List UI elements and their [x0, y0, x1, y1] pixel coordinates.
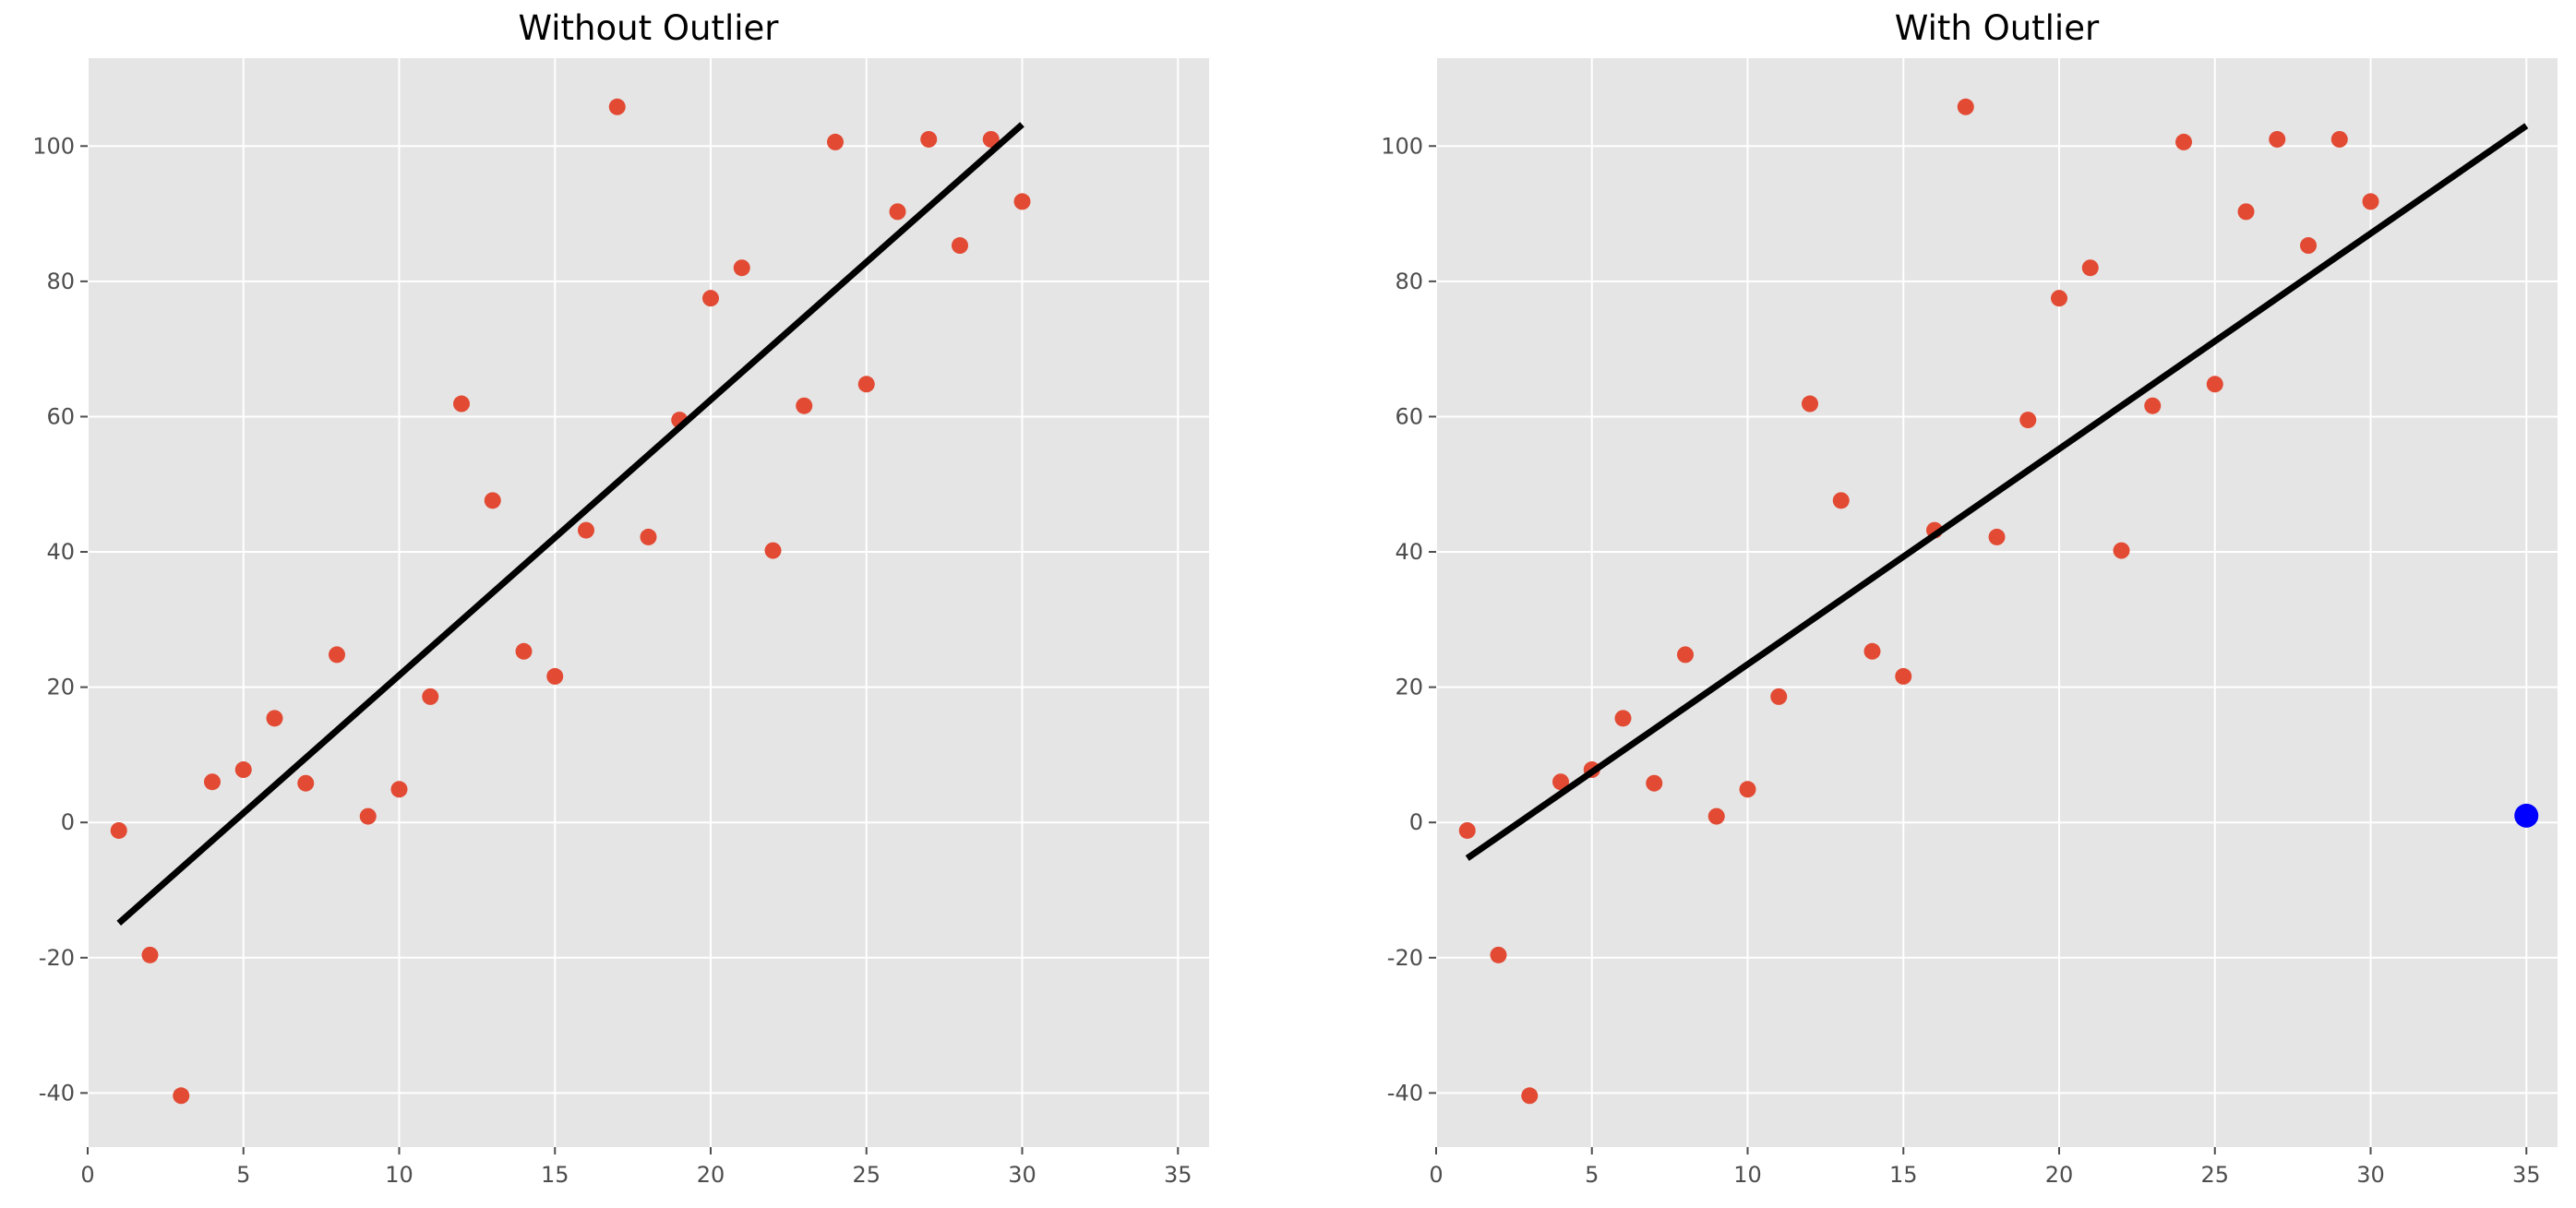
- data-point: [1832, 492, 1850, 509]
- data-point: [453, 395, 470, 413]
- x-tick-label: 30: [1008, 1162, 1036, 1188]
- x-tick-label: 5: [236, 1162, 250, 1188]
- data-point: [827, 133, 844, 150]
- data-point: [1013, 193, 1031, 210]
- data-point: [2175, 133, 2192, 150]
- data-point: [1646, 774, 1663, 792]
- x-tick-label: 0: [1429, 1162, 1443, 1188]
- outlier-point: [2514, 803, 2539, 828]
- x-tick-label: 30: [2356, 1162, 2385, 1188]
- data-point: [266, 710, 283, 727]
- data-point: [2206, 376, 2223, 393]
- data-point: [484, 492, 501, 509]
- data-point: [2300, 237, 2317, 255]
- y-tick-label: 60: [46, 403, 75, 429]
- y-tick-label: 100: [32, 133, 75, 159]
- data-point: [952, 237, 968, 255]
- y-tick-label: 80: [1395, 269, 1423, 294]
- x-tick-label: 15: [1889, 1162, 1918, 1188]
- data-point: [2019, 412, 2037, 429]
- data-point: [329, 646, 345, 664]
- x-tick-label: 25: [852, 1162, 881, 1188]
- chart-title: With Outlier: [1895, 8, 2100, 48]
- x-tick-label: 10: [385, 1162, 413, 1188]
- data-point: [889, 203, 906, 221]
- data-point: [733, 259, 750, 277]
- data-point: [796, 397, 813, 414]
- y-tick-label: 40: [46, 539, 75, 565]
- x-tick-label: 35: [1164, 1162, 1192, 1188]
- regression-line: [116, 122, 1024, 927]
- data-point: [1770, 688, 1788, 705]
- chart-without-outlier: 0 5 10 15 20 25 30 35 -40 -20 0 20 40 60 80 100 Without …: [32, 8, 1209, 1188]
- data-point: [1521, 1087, 1539, 1105]
- data-point: [1863, 642, 1881, 660]
- data-point: [1614, 710, 1632, 727]
- data-point: [1739, 781, 1756, 798]
- data-point: [141, 946, 159, 963]
- data-point: [2144, 397, 2162, 414]
- plot-area: [88, 58, 1209, 1147]
- data-point: [515, 642, 533, 660]
- regression-line: [1465, 123, 2529, 861]
- data-point: [1552, 773, 1569, 791]
- chart-with-outlier: 0 5 10 15 20 25 30 35 -40 -20 0 20 40 60 80 100 With Out…: [1381, 8, 2558, 1188]
- y-tick-label: -20: [1387, 945, 1423, 971]
- x-tick-label: 5: [1585, 1162, 1599, 1188]
- data-point: [1895, 667, 1912, 685]
- y-tick-label: 0: [61, 809, 75, 835]
- y-tick-label: -20: [39, 945, 75, 971]
- data-point: [982, 130, 1000, 148]
- y-tick-label: -40: [1387, 1080, 1423, 1106]
- x-tick-label: 0: [80, 1162, 94, 1188]
- data-point: [857, 376, 875, 393]
- data-point: [2362, 193, 2379, 210]
- chart-title: Without Outlier: [519, 8, 780, 48]
- data-point: [2081, 259, 2099, 277]
- y-tick-label: 40: [1395, 539, 1423, 565]
- data-point: [173, 1087, 190, 1105]
- data-point: [2113, 542, 2130, 559]
- data-point: [764, 542, 782, 559]
- data-point: [702, 290, 719, 307]
- data-point: [359, 807, 377, 825]
- data-point: [110, 821, 127, 839]
- y-tick-label: 20: [1395, 675, 1423, 700]
- x-tick-label: 10: [1733, 1162, 1762, 1188]
- data-point: [1988, 528, 2006, 545]
- data-point: [2330, 130, 2348, 148]
- data-point: [1490, 946, 1507, 963]
- y-tick-label: 100: [1381, 133, 1423, 159]
- x-tick-label: 20: [697, 1162, 725, 1188]
- data-point: [1802, 395, 1818, 413]
- y-tick-label: -40: [39, 1080, 75, 1106]
- data-point: [1677, 646, 1694, 664]
- y-tick-label: 0: [1409, 809, 1423, 835]
- data-point: [1458, 821, 1476, 839]
- data-point: [204, 773, 221, 791]
- y-tick-label: 80: [46, 269, 75, 294]
- y-tick-label: 60: [1395, 403, 1423, 429]
- data-point: [390, 781, 408, 798]
- y-tick-label: 20: [46, 675, 75, 700]
- data-point: [920, 130, 938, 148]
- data-point: [1707, 807, 1725, 825]
- data-point: [2269, 130, 2286, 148]
- data-point: [1957, 98, 1974, 115]
- data-point: [608, 98, 626, 115]
- data-point: [578, 521, 594, 539]
- x-tick-label: 20: [2045, 1162, 2074, 1188]
- data-point: [422, 688, 439, 705]
- data-point: [546, 667, 564, 685]
- data-point: [640, 528, 657, 545]
- x-tick-label: 25: [2200, 1162, 2229, 1188]
- x-tick-label: 15: [541, 1162, 569, 1188]
- data-point: [234, 761, 252, 779]
- data-point: [297, 774, 315, 792]
- data-point: [2051, 290, 2067, 307]
- data-point: [2237, 203, 2255, 221]
- x-tick-label: 35: [2512, 1162, 2541, 1188]
